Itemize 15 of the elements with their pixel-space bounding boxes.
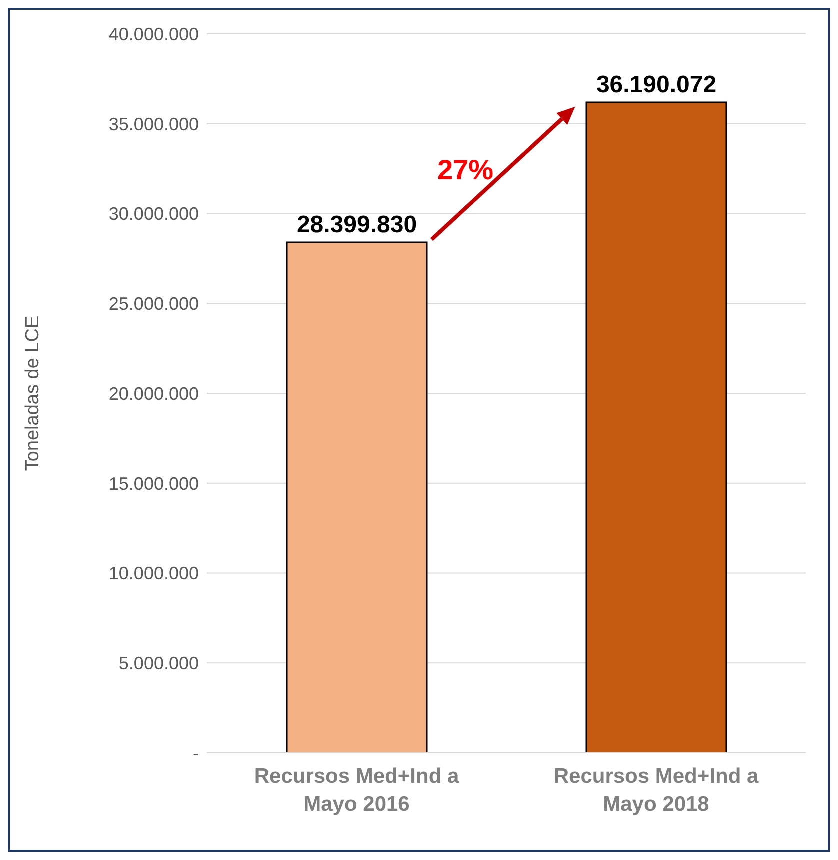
y-tick-label: 30.000.000 bbox=[108, 204, 199, 224]
y-tick-label: 10.000.000 bbox=[108, 564, 199, 584]
y-tick-label: 20.000.000 bbox=[108, 384, 199, 404]
data-label: 28.399.830 bbox=[296, 212, 418, 239]
y-tick-label: 25.000.000 bbox=[108, 294, 199, 314]
y-tick-label: 15.000.000 bbox=[108, 474, 199, 494]
x-tick-label: Recursos Med+Ind a Mayo 2018 bbox=[554, 765, 759, 816]
x-tick-label: Recursos Med+Ind a Mayo 2016 bbox=[254, 765, 460, 816]
y-axis-title: Toneladas de LCE bbox=[22, 316, 44, 472]
y-tick-label: 5.000.000 bbox=[118, 654, 199, 674]
y-tick-label: - bbox=[193, 743, 199, 764]
data-label: 36.190.072 bbox=[596, 71, 717, 98]
y-tick-label: 35.000.000 bbox=[108, 114, 199, 134]
y-tick-label: 40.000.000 bbox=[108, 24, 199, 44]
annotation: 27% bbox=[437, 154, 494, 186]
